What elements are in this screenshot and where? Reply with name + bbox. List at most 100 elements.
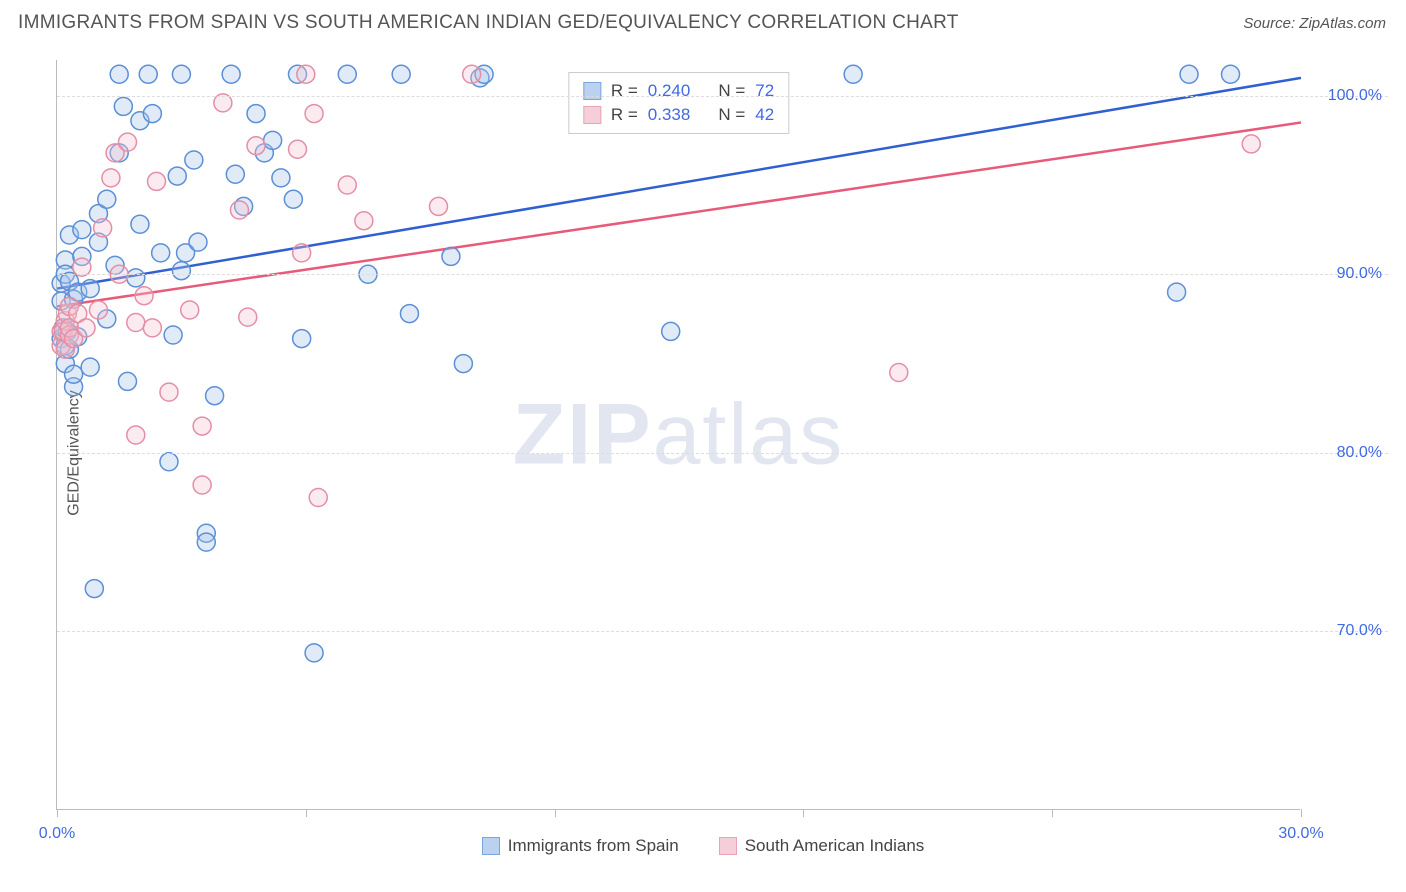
plot-area: ZIPatlas R =0.240N =72R =0.338N =42 70.0… xyxy=(56,60,1300,810)
data-point-spain xyxy=(284,190,302,208)
data-point-spain xyxy=(118,372,136,390)
gridline xyxy=(57,96,1388,97)
data-point-sai xyxy=(102,169,120,187)
gridline xyxy=(57,274,1388,275)
legend-swatch xyxy=(719,837,737,855)
chart-title: IMMIGRANTS FROM SPAIN VS SOUTH AMERICAN … xyxy=(18,12,959,34)
source-prefix: Source: xyxy=(1243,15,1299,32)
data-point-sai xyxy=(94,219,112,237)
data-point-spain xyxy=(131,215,149,233)
gridline xyxy=(57,453,1388,454)
stats-row-spain: R = 0.240 N = 72 xyxy=(583,79,774,103)
data-point-spain xyxy=(189,233,207,251)
legend-item-sai: South American Indians xyxy=(719,836,925,856)
data-point-sai xyxy=(143,319,161,337)
data-point-spain xyxy=(247,105,265,123)
data-point-spain xyxy=(164,326,182,344)
data-point-spain xyxy=(81,280,99,298)
r-label: R = xyxy=(611,105,638,125)
data-point-sai xyxy=(463,65,481,83)
data-point-spain xyxy=(442,247,460,265)
data-point-sai xyxy=(89,301,107,319)
data-point-sai xyxy=(429,197,447,215)
legend-swatch xyxy=(583,82,601,100)
data-point-spain xyxy=(114,97,132,115)
data-point-spain xyxy=(1168,283,1186,301)
n-value: 42 xyxy=(755,105,774,125)
x-tick-mark xyxy=(555,809,556,817)
data-point-sai xyxy=(160,383,178,401)
data-point-spain xyxy=(185,151,203,169)
data-point-sai xyxy=(890,364,908,382)
data-point-spain xyxy=(293,330,311,348)
data-point-sai xyxy=(77,319,95,337)
data-point-sai xyxy=(309,489,327,507)
data-point-spain xyxy=(392,65,410,83)
data-point-sai xyxy=(355,212,373,230)
data-point-sai xyxy=(127,314,145,332)
data-point-spain xyxy=(206,387,224,405)
data-point-sai xyxy=(230,201,248,219)
x-tick-mark xyxy=(306,809,307,817)
data-point-spain xyxy=(1222,65,1240,83)
legend-label: Immigrants from Spain xyxy=(508,836,679,856)
data-point-spain xyxy=(168,167,186,185)
data-point-sai xyxy=(338,176,356,194)
data-point-sai xyxy=(1242,135,1260,153)
source-attribution: Source: ZipAtlas.com xyxy=(1243,15,1386,32)
legend-label: South American Indians xyxy=(745,836,925,856)
data-point-sai xyxy=(127,426,145,444)
data-point-spain xyxy=(222,65,240,83)
legend-swatch xyxy=(482,837,500,855)
r-value: 0.240 xyxy=(648,81,691,101)
n-label: N = xyxy=(718,81,745,101)
data-point-sai xyxy=(297,65,315,83)
data-point-spain xyxy=(272,169,290,187)
data-point-sai xyxy=(289,140,307,158)
n-label: N = xyxy=(718,105,745,125)
data-point-spain xyxy=(81,358,99,376)
y-tick-label: 70.0% xyxy=(1337,622,1382,640)
stats-row-sai: R =0.338N =42 xyxy=(583,103,774,127)
legend-swatch xyxy=(583,106,601,124)
data-point-spain xyxy=(1180,65,1198,83)
stats-legend: R =0.240N =72R =0.338N =42 xyxy=(568,72,789,134)
data-point-spain xyxy=(139,65,157,83)
bottom-legend: Immigrants from Spain South American Indi… xyxy=(18,836,1388,856)
data-point-spain xyxy=(226,165,244,183)
data-point-sai xyxy=(181,301,199,319)
data-point-spain xyxy=(85,580,103,598)
data-point-sai xyxy=(293,244,311,262)
data-point-spain xyxy=(662,322,680,340)
y-tick-label: 80.0% xyxy=(1337,444,1382,462)
r-label: R = xyxy=(611,81,638,101)
data-point-spain xyxy=(197,533,215,551)
data-point-spain xyxy=(110,65,128,83)
data-point-sai xyxy=(135,287,153,305)
data-point-sai xyxy=(193,476,211,494)
y-tick-label: 100.0% xyxy=(1328,87,1382,105)
data-point-spain xyxy=(264,131,282,149)
data-point-spain xyxy=(73,221,91,239)
gridline xyxy=(57,631,1388,632)
x-tick-mark xyxy=(57,809,58,817)
data-point-spain xyxy=(305,644,323,662)
legend-item-spain: Immigrants from Spain xyxy=(482,836,679,856)
data-point-spain xyxy=(454,355,472,373)
source-link[interactable]: ZipAtlas.com xyxy=(1299,15,1386,32)
data-point-sai xyxy=(148,172,166,190)
data-point-sai xyxy=(247,137,265,155)
data-point-sai xyxy=(193,417,211,435)
x-tick-mark xyxy=(1301,809,1302,817)
data-point-spain xyxy=(127,269,145,287)
data-point-spain xyxy=(400,305,418,323)
data-point-spain xyxy=(172,262,190,280)
n-value: 72 xyxy=(755,81,774,101)
x-tick-mark xyxy=(803,809,804,817)
chart-container: GED/Equivalency ZIPatlas R =0.240N =72R … xyxy=(18,48,1388,858)
data-point-spain xyxy=(172,65,190,83)
data-point-sai xyxy=(239,308,257,326)
plot-svg xyxy=(57,60,1300,809)
data-point-spain xyxy=(98,190,116,208)
data-point-spain xyxy=(152,244,170,262)
